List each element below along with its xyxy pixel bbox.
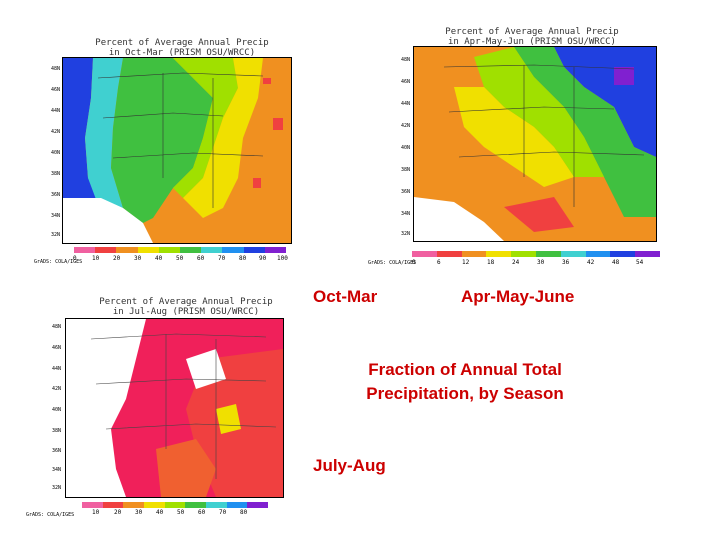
label-jul-aug: July-Aug — [313, 456, 386, 475]
colorbar-oct-mar — [74, 247, 287, 253]
credit-apr-jun: GrADS: COLA/IGES — [368, 260, 417, 266]
panel-apr-jun-title-line2: in Apr-May-Jun (PRISM OSU/WRCC) — [448, 37, 616, 47]
label-apr-jun: Apr-May-June — [461, 287, 575, 306]
map-jul-aug — [65, 318, 284, 498]
cb-label: 6 — [437, 259, 441, 266]
cb-label: 40 — [155, 255, 163, 262]
cb-label: 0 — [412, 259, 416, 266]
lat-label: 40N — [51, 150, 61, 156]
main-title-line2: Precipitation, by Season — [366, 384, 564, 403]
cb-label: 24 — [512, 259, 520, 266]
lat-label: 46N — [52, 345, 62, 351]
lat-label: 48N — [51, 66, 61, 72]
lat-label: 34N — [401, 211, 411, 217]
cb-label: 10 — [92, 255, 100, 262]
cb-label: 70 — [218, 255, 226, 262]
cb-label: 80 — [240, 509, 248, 516]
lat-label: 42N — [52, 386, 62, 392]
cb-label: 50 — [177, 509, 185, 516]
credit-jul-aug: GrADS: COLA/IGES — [26, 512, 75, 518]
panel-jul-aug-title-line1: Percent of Average Annual Precip — [99, 297, 273, 307]
cb-label: 30 — [134, 255, 142, 262]
cb-label: 60 — [197, 255, 205, 262]
lat-label: 44N — [51, 108, 61, 114]
cb-label: 30 — [135, 509, 143, 516]
cb-label: 10 — [92, 509, 100, 516]
lat-label: 32N — [51, 232, 61, 238]
panel-apr-jun-title-line1: Percent of Average Annual Precip — [445, 27, 619, 37]
lat-label: 42N — [51, 129, 61, 135]
map-oct-mar-svg — [63, 58, 291, 243]
map-apr-jun — [413, 46, 657, 242]
main-title: Fraction of Annual Total Precipitation, … — [340, 358, 590, 406]
cb-label: 70 — [219, 509, 227, 516]
lat-label: 42N — [401, 123, 411, 129]
cb-label: 18 — [487, 259, 495, 266]
lat-label: 32N — [52, 485, 62, 491]
cb-label: 90 — [259, 255, 267, 262]
lat-label: 34N — [52, 467, 62, 473]
panel-apr-jun-title: Percent of Average Annual Precip in Apr-… — [412, 27, 652, 47]
lat-label: 36N — [51, 192, 61, 198]
lat-label: 38N — [401, 167, 411, 173]
label-oct-mar: Oct-Mar — [313, 287, 378, 306]
main-title-line1: Fraction of Annual Total — [368, 360, 562, 379]
cb-label: 30 — [537, 259, 545, 266]
lat-label: 48N — [52, 324, 62, 330]
cb-label: 48 — [612, 259, 620, 266]
lat-label: 44N — [52, 366, 62, 372]
lat-label: 36N — [52, 448, 62, 454]
lat-label: 36N — [401, 189, 411, 195]
cb-label: 60 — [198, 509, 206, 516]
panel-oct-mar-title-line2: in Oct-Mar (PRISM OSU/WRCC) — [108, 48, 256, 58]
credit-oct-mar: GrADS: COLA/IGES — [34, 259, 83, 265]
cb-label: 100 — [277, 255, 288, 262]
cb-label: 54 — [636, 259, 644, 266]
lat-label: 40N — [401, 145, 411, 151]
lat-label: 44N — [401, 101, 411, 107]
panel-jul-aug-title-line2: in Jul-Aug (PRISM OSU/WRCC) — [112, 307, 260, 317]
lat-label: 46N — [401, 79, 411, 85]
cb-label: 40 — [156, 509, 164, 516]
colorbar-apr-jun — [412, 251, 660, 257]
cb-label: 50 — [176, 255, 184, 262]
lat-label: 32N — [401, 231, 411, 237]
panel-oct-mar-title: Percent of Average Annual Precip in Oct-… — [62, 38, 302, 58]
cb-label: 42 — [587, 259, 595, 266]
map-apr-jun-svg — [414, 47, 656, 241]
cb-label: 20 — [113, 255, 121, 262]
cb-label: 0 — [73, 255, 77, 262]
cb-label: 20 — [114, 509, 122, 516]
lat-label: 40N — [52, 407, 62, 413]
map-jul-aug-svg — [66, 319, 283, 497]
cb-label: 80 — [239, 255, 247, 262]
colorbar-jul-aug — [82, 502, 269, 508]
lat-label: 46N — [51, 87, 61, 93]
panel-jul-aug-title: Percent of Average Annual Precip in Jul-… — [66, 297, 306, 317]
lat-label: 38N — [52, 428, 62, 434]
cb-label: 12 — [462, 259, 470, 266]
lat-label: 48N — [401, 57, 411, 63]
lat-label: 34N — [51, 213, 61, 219]
cb-label: 36 — [562, 259, 570, 266]
panel-oct-mar-title-line1: Percent of Average Annual Precip — [95, 38, 269, 48]
map-oct-mar — [62, 57, 292, 244]
lat-label: 38N — [51, 171, 61, 177]
